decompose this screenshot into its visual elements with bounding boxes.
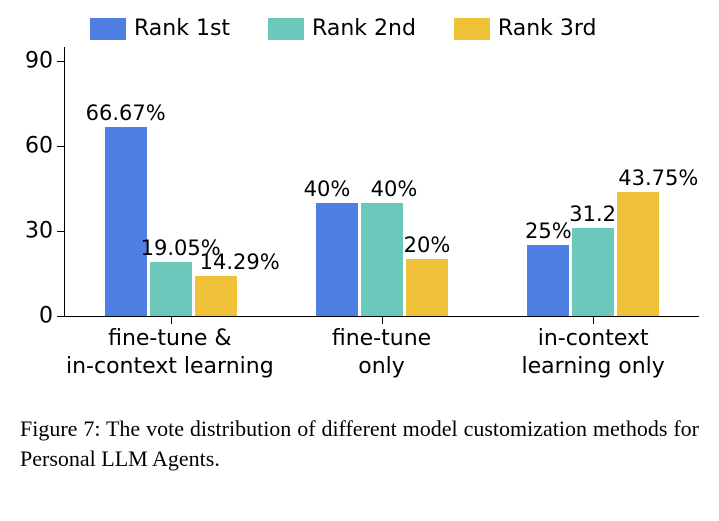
bar: 66.67% <box>105 127 147 316</box>
x-axis-label: in-context learning only <box>487 325 699 380</box>
bar-value-label: 25% <box>525 219 572 243</box>
x-axis-labels: fine-tune & in-context learningfine-tune… <box>64 325 699 380</box>
bar: 31.25% <box>572 228 614 316</box>
y-tick-label: 30 <box>25 219 65 244</box>
x-axis-label: fine-tune only <box>276 325 488 380</box>
bar-value-label: 40% <box>304 177 351 201</box>
bar-value-label: 20% <box>404 233 451 257</box>
bar: 43.75% <box>617 192 659 316</box>
legend-swatch <box>90 18 126 40</box>
x-tick-mark <box>171 316 172 324</box>
legend-label: Rank 3rd <box>498 16 597 41</box>
bar-value-label: 40% <box>371 177 418 201</box>
caption-text: The vote distribution of different model… <box>20 416 699 471</box>
vote-distribution-chart: Rank 1stRank 2ndRank 3rd 66.67%19.05%14.… <box>20 16 699 380</box>
legend-label: Rank 1st <box>134 16 230 41</box>
legend-swatch <box>454 18 490 40</box>
legend-item: Rank 2nd <box>268 16 416 41</box>
figure-caption: Figure 7: The vote distribution of diffe… <box>20 414 699 473</box>
y-tick-label: 90 <box>25 49 65 74</box>
bar-value-label: 66.67% <box>86 101 166 125</box>
bar-group: 25%31.25%43.75% <box>488 47 699 316</box>
bar-groups: 66.67%19.05%14.29%40%40%20%25%31.25%43.7… <box>65 47 699 316</box>
legend-swatch <box>268 18 304 40</box>
bar: 20% <box>406 259 448 316</box>
bar: 40% <box>316 203 358 316</box>
x-axis-label: fine-tune & in-context learning <box>64 325 276 380</box>
bar: 25% <box>527 245 569 316</box>
plot-area: 66.67%19.05%14.29%40%40%20%25%31.25%43.7… <box>64 47 699 317</box>
legend-label: Rank 2nd <box>312 16 416 41</box>
x-tick-mark <box>382 316 383 324</box>
x-tick-mark <box>593 316 594 324</box>
bar: 40% <box>361 203 403 316</box>
bar-group: 40%40%20% <box>276 47 487 316</box>
bar-value-label: 14.29% <box>200 250 280 274</box>
y-tick-label: 0 <box>39 304 65 329</box>
legend-item: Rank 1st <box>90 16 230 41</box>
legend: Rank 1st Rank 2nd Rank 3rd <box>20 16 699 41</box>
legend-item: Rank 3rd <box>454 16 597 41</box>
bar-group: 66.67%19.05%14.29% <box>65 47 276 316</box>
caption-prefix: Figure 7: <box>20 416 100 441</box>
bar: 19.05% <box>150 262 192 316</box>
bar-value-label: 43.75% <box>618 166 698 190</box>
y-tick-label: 60 <box>25 134 65 159</box>
bar: 14.29% <box>195 276 237 316</box>
